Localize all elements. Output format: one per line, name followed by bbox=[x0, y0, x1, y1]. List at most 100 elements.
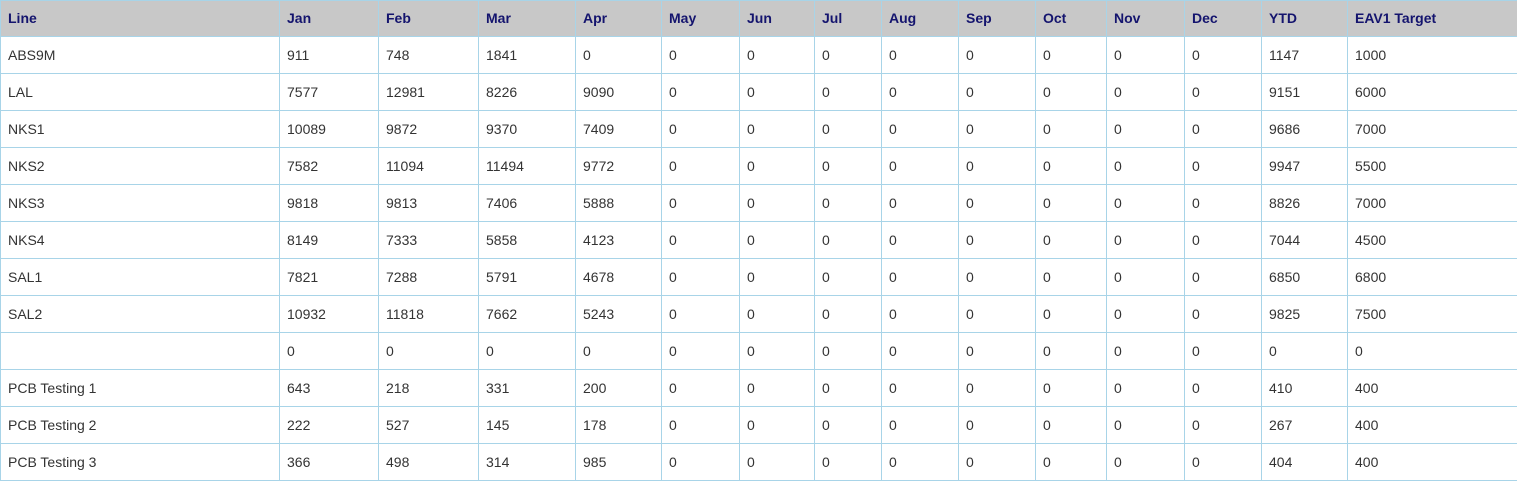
value-cell: 0 bbox=[740, 185, 815, 222]
value-cell: 0 bbox=[959, 444, 1036, 481]
value-cell: 0 bbox=[1036, 333, 1107, 370]
value-cell: 0 bbox=[1185, 444, 1262, 481]
value-cell: 9872 bbox=[379, 111, 479, 148]
value-cell: 0 bbox=[959, 296, 1036, 333]
value-cell: 7288 bbox=[379, 259, 479, 296]
value-cell: 0 bbox=[1036, 259, 1107, 296]
value-cell: 5858 bbox=[479, 222, 576, 259]
value-cell: 9947 bbox=[1262, 148, 1348, 185]
value-cell: 7000 bbox=[1348, 111, 1517, 148]
line-name-cell: PCB Testing 2 bbox=[1, 407, 280, 444]
value-cell: 0 bbox=[1107, 148, 1185, 185]
value-cell: 0 bbox=[882, 296, 959, 333]
value-cell: 7662 bbox=[479, 296, 576, 333]
value-cell: 400 bbox=[1348, 370, 1517, 407]
column-header-aug: Aug bbox=[882, 1, 959, 37]
value-cell: 7406 bbox=[479, 185, 576, 222]
line-name-cell: NKS3 bbox=[1, 185, 280, 222]
value-cell: 314 bbox=[479, 444, 576, 481]
value-cell: 6000 bbox=[1348, 74, 1517, 111]
value-cell: 498 bbox=[379, 444, 479, 481]
value-cell: 0 bbox=[1036, 111, 1107, 148]
value-cell: 0 bbox=[815, 407, 882, 444]
line-name-cell: ABS9M bbox=[1, 37, 280, 74]
value-cell: 145 bbox=[479, 407, 576, 444]
value-cell: 0 bbox=[959, 185, 1036, 222]
value-cell: 12981 bbox=[379, 74, 479, 111]
value-cell: 0 bbox=[882, 148, 959, 185]
value-cell: 643 bbox=[280, 370, 379, 407]
value-cell: 178 bbox=[576, 407, 662, 444]
column-header-oct: Oct bbox=[1036, 1, 1107, 37]
value-cell: 0 bbox=[662, 259, 740, 296]
value-cell: 0 bbox=[959, 37, 1036, 74]
value-cell: 0 bbox=[1107, 111, 1185, 148]
value-cell: 5500 bbox=[1348, 148, 1517, 185]
value-cell: 400 bbox=[1348, 407, 1517, 444]
value-cell: 0 bbox=[959, 407, 1036, 444]
value-cell: 0 bbox=[959, 222, 1036, 259]
value-cell: 9090 bbox=[576, 74, 662, 111]
value-cell: 0 bbox=[1185, 37, 1262, 74]
column-header-eav1-target: EAV1 Target bbox=[1348, 1, 1517, 37]
value-cell: 0 bbox=[740, 222, 815, 259]
value-cell: 1000 bbox=[1348, 37, 1517, 74]
value-cell: 0 bbox=[1036, 222, 1107, 259]
value-cell: 0 bbox=[882, 333, 959, 370]
value-cell: 0 bbox=[740, 74, 815, 111]
value-cell: 0 bbox=[479, 333, 576, 370]
value-cell: 0 bbox=[882, 74, 959, 111]
value-cell: 0 bbox=[1036, 74, 1107, 111]
value-cell: 0 bbox=[662, 333, 740, 370]
value-cell: 0 bbox=[1185, 259, 1262, 296]
value-cell: 0 bbox=[1185, 296, 1262, 333]
value-cell: 5791 bbox=[479, 259, 576, 296]
value-cell: 0 bbox=[1107, 370, 1185, 407]
column-header-jan: Jan bbox=[280, 1, 379, 37]
line-name-cell: NKS1 bbox=[1, 111, 280, 148]
value-cell: 0 bbox=[959, 370, 1036, 407]
value-cell: 527 bbox=[379, 407, 479, 444]
line-name-cell: SAL1 bbox=[1, 259, 280, 296]
value-cell: 7821 bbox=[280, 259, 379, 296]
value-cell: 0 bbox=[1185, 148, 1262, 185]
value-cell: 0 bbox=[1185, 222, 1262, 259]
value-cell: 7409 bbox=[576, 111, 662, 148]
value-cell: 0 bbox=[1107, 444, 1185, 481]
line-name-cell: SAL2 bbox=[1, 296, 280, 333]
column-header-ytd: YTD bbox=[1262, 1, 1348, 37]
value-cell: 0 bbox=[959, 148, 1036, 185]
value-cell: 0 bbox=[1185, 333, 1262, 370]
value-cell: 5243 bbox=[576, 296, 662, 333]
value-cell: 0 bbox=[815, 296, 882, 333]
value-cell: 911 bbox=[280, 37, 379, 74]
value-cell: 11494 bbox=[479, 148, 576, 185]
value-cell: 410 bbox=[1262, 370, 1348, 407]
value-cell: 0 bbox=[815, 259, 882, 296]
line-name-cell: PCB Testing 1 bbox=[1, 370, 280, 407]
column-header-feb: Feb bbox=[379, 1, 479, 37]
value-cell: 0 bbox=[1185, 407, 1262, 444]
value-cell: 748 bbox=[379, 37, 479, 74]
value-cell: 9825 bbox=[1262, 296, 1348, 333]
value-cell: 9370 bbox=[479, 111, 576, 148]
value-cell: 0 bbox=[882, 444, 959, 481]
value-cell: 6800 bbox=[1348, 259, 1517, 296]
value-cell: 11818 bbox=[379, 296, 479, 333]
value-cell: 0 bbox=[740, 259, 815, 296]
value-cell: 9813 bbox=[379, 185, 479, 222]
value-cell: 7044 bbox=[1262, 222, 1348, 259]
value-cell: 0 bbox=[1107, 185, 1185, 222]
value-cell: 0 bbox=[815, 111, 882, 148]
value-cell: 0 bbox=[1036, 407, 1107, 444]
value-cell: 0 bbox=[1107, 37, 1185, 74]
value-cell: 0 bbox=[740, 148, 815, 185]
